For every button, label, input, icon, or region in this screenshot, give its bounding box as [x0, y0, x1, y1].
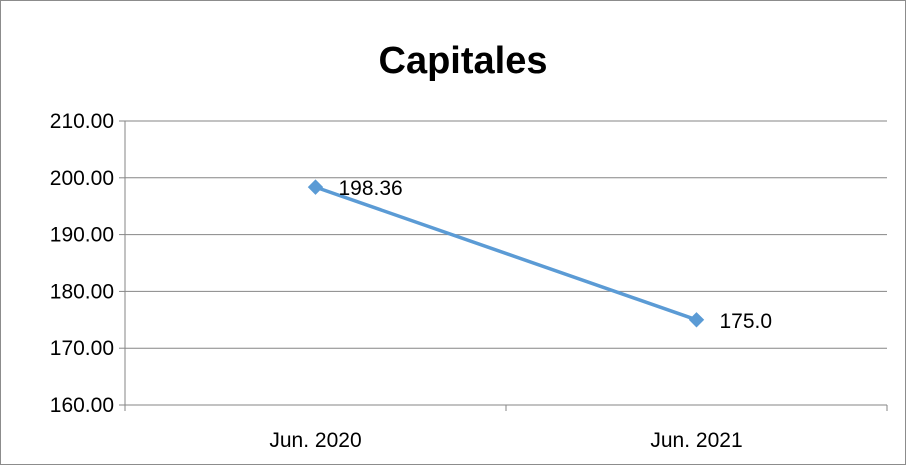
y-axis-tick-label: 160.00	[50, 394, 114, 417]
data-label: 175.0	[720, 310, 773, 333]
y-axis-tick-labels: 160.00 170.00 180.00 190.00 200.00 210.00	[50, 110, 114, 417]
y-axis-tick-label: 180.00	[50, 280, 114, 303]
x-axis-tick-labels: Jun. 2020 Jun. 2021	[269, 429, 742, 452]
x-axis-tick-label: Jun. 2021	[650, 429, 742, 452]
y-axis-tick-label: 170.00	[50, 337, 114, 360]
data-labels: 198.36 175.0	[339, 177, 773, 333]
y-axis-tick-label: 200.00	[50, 167, 114, 190]
series-line	[313, 185, 699, 322]
axes	[119, 120, 888, 411]
series-layer	[307, 179, 705, 328]
data-point-marker	[688, 312, 705, 328]
x-axis-tick-label: Jun. 2020	[269, 429, 361, 452]
y-axis-tick-label: 190.00	[50, 224, 114, 247]
data-point-marker	[307, 179, 324, 195]
chart-title: Capitales	[379, 40, 548, 82]
y-axis-tick-label: 210.00	[50, 110, 114, 133]
gridlines	[125, 120, 887, 349]
data-label: 198.36	[339, 177, 403, 200]
